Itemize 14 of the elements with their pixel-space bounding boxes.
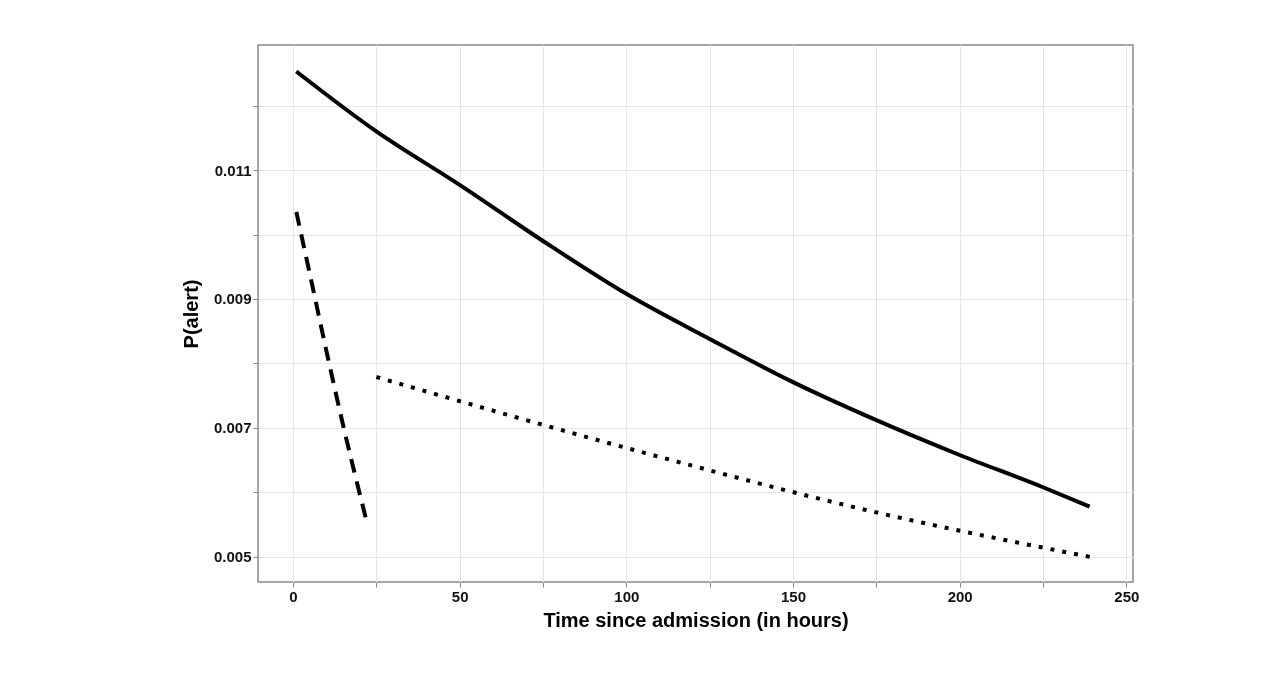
x-tick-label: 50	[451, 587, 469, 605]
y-axis-title: P(alert)	[179, 279, 202, 349]
x-tick-label: 100	[614, 587, 640, 605]
x-tick-label: 150	[780, 587, 807, 605]
y-tick-label: 0.005	[213, 548, 252, 566]
y-tick-label: 0.011	[214, 161, 252, 179]
line-series	[294, 69, 1092, 509]
y-tick-label: 0.007	[213, 419, 252, 437]
x-tick-label: 0	[289, 587, 298, 605]
x-axis-title: Time since admission (in hours)	[543, 608, 849, 631]
x-tick-label: 250	[1114, 587, 1140, 605]
x-tick-label: 200	[947, 587, 973, 605]
line-series	[374, 375, 1092, 559]
y-tick-label: 0.009	[213, 290, 252, 308]
